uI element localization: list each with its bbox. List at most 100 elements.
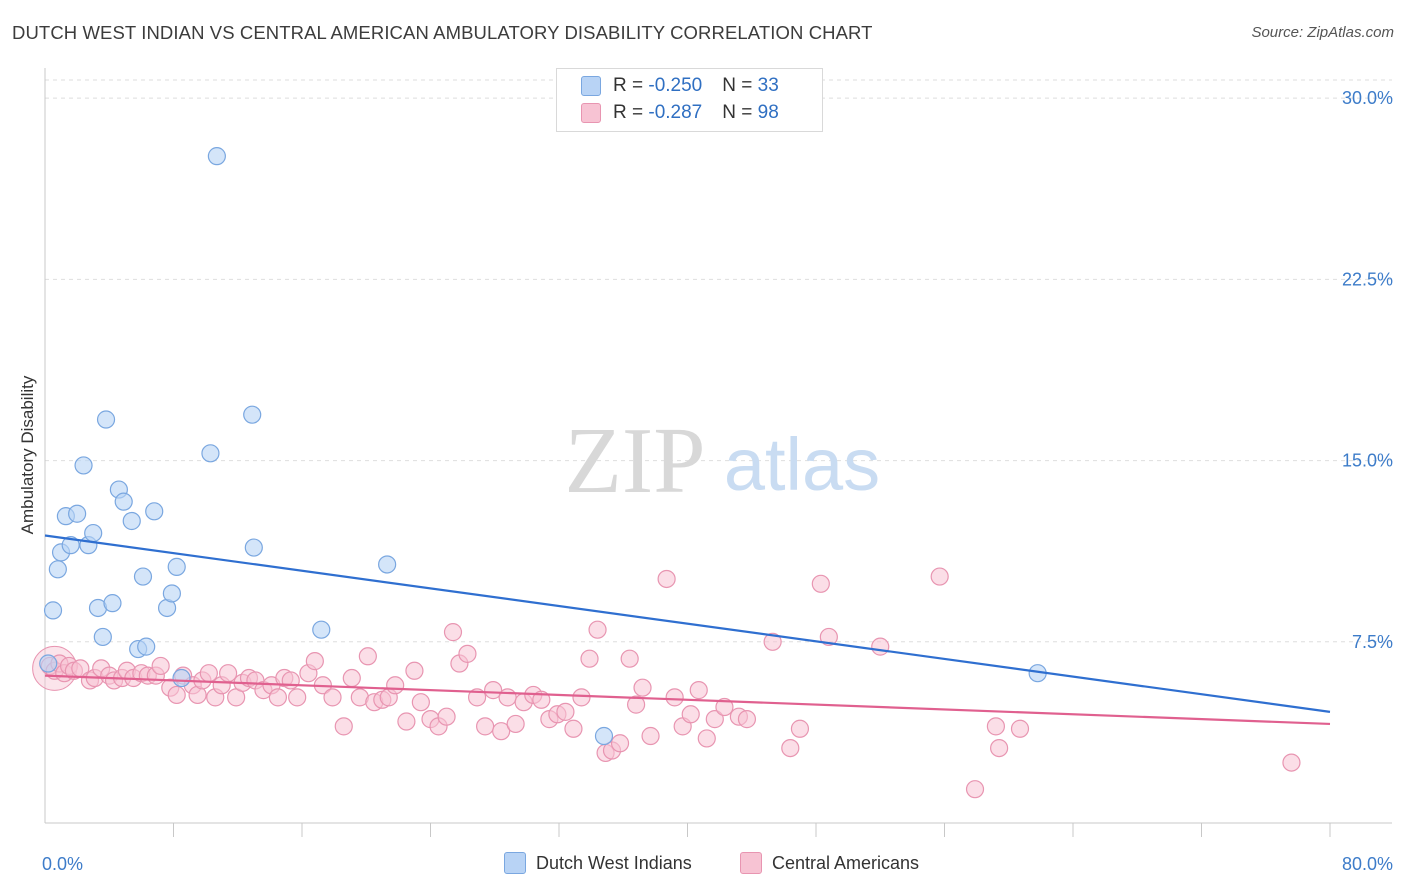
dutch-west-indians-point xyxy=(133,567,153,586)
dutch-west-indians-point xyxy=(378,555,397,574)
dutch-west-indians-point xyxy=(243,405,262,424)
dutch-west-indians-point xyxy=(43,601,63,620)
central-americans-point xyxy=(476,717,495,736)
trend-lines xyxy=(44,534,1331,726)
dutch-west-indians-point xyxy=(84,523,103,543)
central-americans-point xyxy=(484,681,503,700)
central-americans-point xyxy=(641,726,660,746)
dutch-west-indians-point xyxy=(61,536,80,555)
grid-layer xyxy=(45,79,1392,643)
central-americans-point xyxy=(506,714,525,734)
central-americans-point xyxy=(990,738,1009,758)
central-americans-point xyxy=(199,664,218,683)
dutch-west-indians-point xyxy=(114,492,133,511)
central-americans-point xyxy=(871,637,890,656)
dutch-west-indians-point xyxy=(244,538,263,557)
y-axis-label: Ambulatory Disability xyxy=(18,375,37,535)
central-americans-point xyxy=(405,661,424,680)
central-americans-points xyxy=(32,567,1301,799)
central-americans-point xyxy=(151,656,170,676)
central-americans-point xyxy=(811,574,830,593)
dutch-west-indians-point xyxy=(48,560,67,579)
series-legend: Dutch West Indians Central Americans xyxy=(0,852,1406,878)
dutch-west-indians-point xyxy=(172,668,191,688)
legend-row-dutch-west-indians: R = -0.250 N = 33 xyxy=(581,74,779,98)
central-americans-point xyxy=(705,710,724,729)
dutch-west-indians-point xyxy=(312,620,331,639)
central-americans-point xyxy=(665,688,684,707)
legend-r-value: -0.287 xyxy=(648,102,703,123)
series-legend-central-americans[interactable]: Central Americans xyxy=(740,852,919,874)
dutch-west-indians-point xyxy=(96,410,116,429)
x-tick-label: 0.0% xyxy=(42,854,83,874)
dutch-west-indians-point xyxy=(103,594,122,613)
legend-n-value: 98 xyxy=(757,102,779,123)
watermark-zip: ZIP xyxy=(565,409,706,513)
dutch-west-indians-point xyxy=(145,502,164,521)
dutch-west-indians-point xyxy=(167,557,186,576)
dutch-west-indians-point xyxy=(93,627,112,647)
central-americans-point xyxy=(986,717,1006,736)
central-americans-trend-line xyxy=(44,674,1331,726)
central-americans-point xyxy=(819,627,838,647)
series-legend-dutch-west-indians[interactable]: Dutch West Indians xyxy=(504,852,692,874)
central-americans-point xyxy=(620,649,639,668)
central-americans-point xyxy=(588,620,607,639)
central-americans-point xyxy=(219,664,238,683)
central-americans-point xyxy=(288,688,307,707)
central-americans-point xyxy=(572,688,591,707)
series-legend-label: Dutch West Indians xyxy=(536,852,692,873)
dutch-west-indians-point xyxy=(74,456,93,475)
central-americans-point xyxy=(556,702,575,721)
central-americans-point xyxy=(334,717,353,736)
central-americans-point xyxy=(492,722,511,741)
central-americans-point xyxy=(626,695,646,714)
chart-title: DUTCH WEST INDIAN VS CENTRAL AMERICAN AM… xyxy=(12,22,873,43)
central-americans-point xyxy=(790,719,810,738)
legend-swatch-blue xyxy=(581,76,601,96)
dutch-west-indians-point xyxy=(68,504,87,523)
central-americans-point xyxy=(268,688,288,707)
legend-n-label: N = xyxy=(722,75,758,96)
central-americans-point xyxy=(437,707,456,726)
central-americans-point xyxy=(737,710,757,729)
central-americans-point xyxy=(930,567,949,586)
dutch-west-indians-trend-line xyxy=(44,534,1331,713)
dutch-west-indians-point xyxy=(39,654,58,673)
dutch-west-indians-points xyxy=(39,147,1047,746)
legend-swatch-pink xyxy=(581,103,601,123)
dutch-west-indians-point xyxy=(594,726,614,746)
central-americans-point xyxy=(697,729,716,748)
correlation-legend: R = -0.250 N = 33 R = -0.287 N = 98 xyxy=(556,68,823,132)
central-americans-point xyxy=(657,569,676,589)
watermark-atlas: atlas xyxy=(724,423,880,506)
central-americans-point xyxy=(781,738,800,758)
dutch-west-indians-point xyxy=(122,511,141,531)
central-americans-point xyxy=(458,644,477,663)
central-americans-point xyxy=(411,693,430,712)
central-americans-point xyxy=(965,780,985,799)
central-americans-point xyxy=(681,705,700,724)
central-americans-point xyxy=(610,734,630,753)
central-americans-point xyxy=(281,671,300,690)
series-swatch-pink xyxy=(740,852,762,874)
legend-r-label: R = xyxy=(613,75,649,96)
axis-layer xyxy=(44,68,1392,837)
y-tick-label: 15.0% xyxy=(1342,451,1393,471)
central-americans-point xyxy=(1282,753,1301,772)
series-legend-label: Central Americans xyxy=(772,852,920,873)
central-americans-point xyxy=(1010,719,1030,738)
y-tick-label: 30.0% xyxy=(1342,88,1393,108)
central-americans-point xyxy=(443,623,463,642)
legend-r-value: -0.250 xyxy=(648,75,703,96)
legend-n-value: 33 xyxy=(757,75,779,96)
legend-r-label: R = xyxy=(613,102,649,123)
central-americans-point xyxy=(633,678,652,697)
y-tick-label: 22.5% xyxy=(1342,269,1393,289)
central-americans-point xyxy=(397,712,416,731)
legend-row-central-americans: R = -0.287 N = 98 xyxy=(581,101,779,125)
tick-labels: 7.5% 15.0% 22.5% 30.0% 0.0% 80.0% xyxy=(42,88,1393,874)
central-americans-point xyxy=(564,719,583,738)
central-americans-point xyxy=(580,649,599,668)
